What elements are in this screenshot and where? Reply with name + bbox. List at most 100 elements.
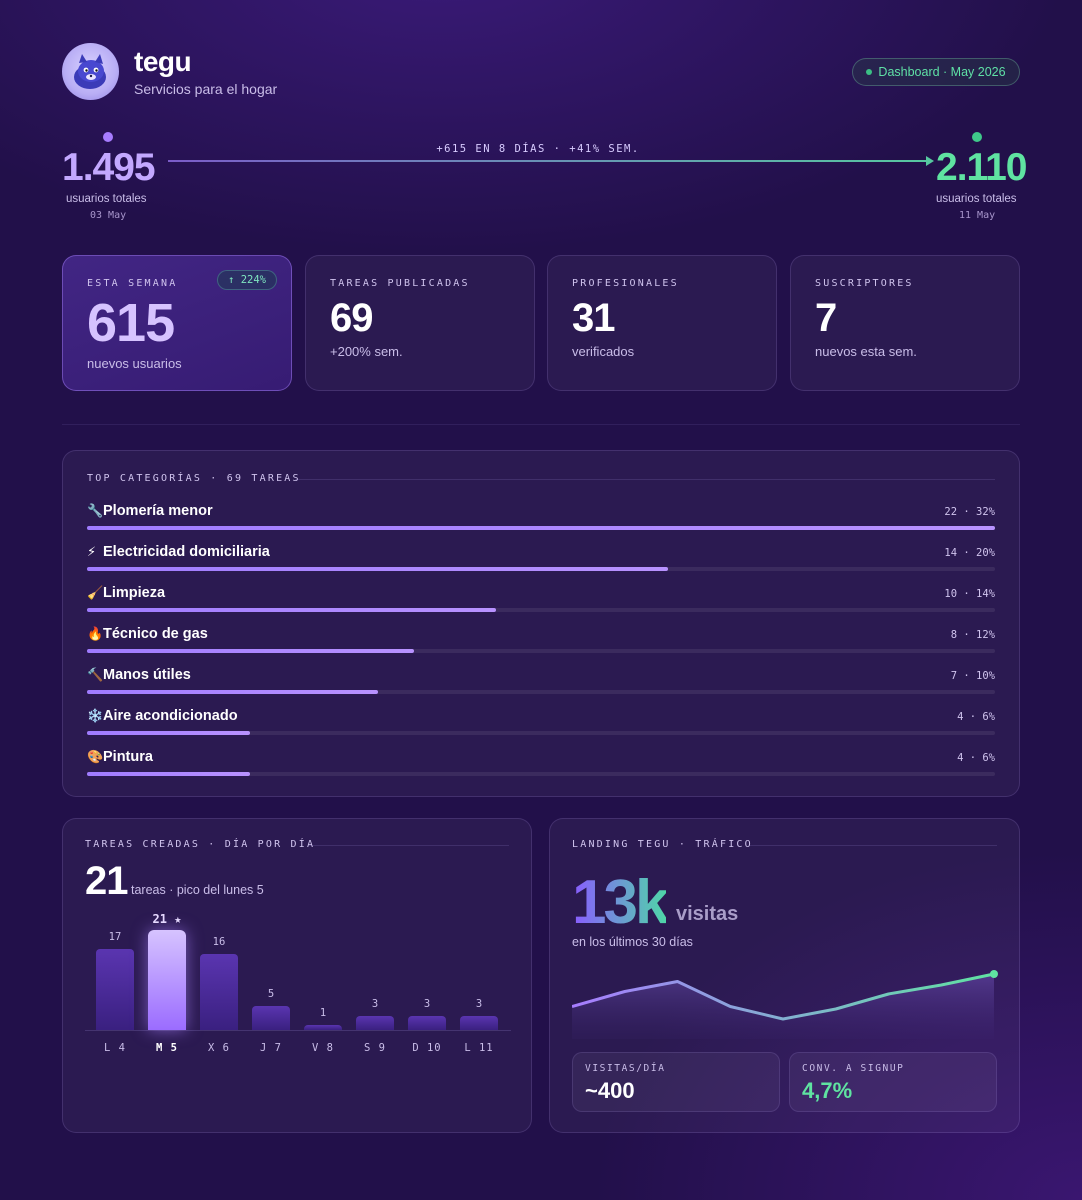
start-users-caption: usuarios totales [66, 193, 147, 205]
growth-line [168, 160, 930, 162]
category-label: Electricidad domiciliaria [103, 544, 270, 560]
bar-day-label: X 6 [208, 1042, 230, 1054]
bar-l-11 [460, 1016, 498, 1030]
category-label: Técnico de gas [103, 626, 208, 642]
category-row: 🧹Limpieza 10 · 14% [87, 585, 995, 621]
bar-value-label: 1 [319, 1007, 327, 1019]
category-name: ⚡ Electricidad domiciliaria [87, 544, 270, 560]
category-value: 4 · 6% [957, 752, 995, 764]
bar-s-9 [356, 1016, 394, 1030]
category-value: 8 · 12% [950, 629, 995, 641]
traffic-visits-unit: visitas [676, 903, 739, 925]
category-fill [87, 608, 496, 612]
category-fill [87, 649, 414, 653]
brand-subtitle: Servicios para el hogar [134, 81, 278, 97]
category-name: 🔧Plomería menor [87, 503, 213, 519]
categories-title-rule [295, 479, 995, 480]
bar-x-6 [200, 954, 238, 1030]
start-users-value: 1.495 [62, 146, 156, 189]
growth-summary: +615 EN 8 DÍAS · +41% SEM. [436, 143, 640, 155]
category-value: 14 · 20% [944, 547, 995, 559]
category-fill [87, 690, 378, 694]
stat-sub: +200% sem. [330, 344, 403, 359]
traffic-sparkline [572, 970, 998, 1039]
tasks-total: 21 [85, 859, 128, 903]
fire-icon: 🔥 [87, 626, 104, 641]
bar-value-label: 5 [267, 988, 275, 1000]
category-row: ❄️Aire acondicionado 4 · 6% [87, 708, 995, 744]
bar-v-8 [304, 1025, 342, 1030]
tasks-bar-chart: 17 L 4 21 ★ M 5 16 X 6 5 J 7 1 V 8 3 S 9 3 D 10 3 L 11 [85, 909, 511, 1059]
section-divider [62, 424, 1020, 425]
category-fill [87, 772, 251, 776]
stat-card-weekly-users: ESTA SEMANA ↑ 224% 615 nuevos usuarios [62, 255, 292, 391]
stat-sub: nuevos esta sem. [815, 344, 917, 359]
end-users-value: 2.110 [936, 146, 1027, 189]
hammer-icon: 🔨 [87, 667, 104, 682]
dashboard-pill[interactable]: Dashboard · May 2026 [852, 58, 1020, 86]
tasks-title: TAREAS CREADAS · DÍA POR DÍA [85, 839, 316, 850]
dashboard-pill-label: Dashboard · May 2026 [878, 65, 1006, 79]
broom-icon: 🧹 [87, 585, 104, 600]
category-row: 🔧Plomería menor 22 · 32% [87, 503, 995, 539]
category-label: Aire acondicionado [103, 708, 238, 724]
stat-value: 615 [87, 293, 175, 353]
bar-day-label: D 10 [412, 1042, 442, 1054]
bar-value-label: 17 [108, 931, 122, 943]
category-row: 🔥Técnico de gas 8 · 12% [87, 626, 995, 662]
mini-label: CONV. A SIGNUP [802, 1063, 905, 1074]
category-label: Pintura [103, 749, 153, 765]
end-users-caption: usuarios totales [936, 193, 1017, 205]
traffic-visits-value: 13k [572, 868, 669, 937]
tasks-subtitle: tareas · pico del lunes 5 [131, 883, 264, 897]
category-label: Plomería menor [103, 503, 213, 519]
end-date: 11 May [959, 210, 996, 221]
top-categories-card: TOP CATEGORÍAS · 69 TAREAS 🔧Plomería men… [62, 450, 1020, 797]
category-track [87, 649, 995, 653]
growth-badge: ↑ 224% [217, 270, 277, 290]
palette-icon: 🎨 [87, 749, 104, 764]
stat-sub: nuevos usuarios [87, 356, 182, 371]
stat-sub: verificados [572, 344, 635, 359]
category-fill [87, 731, 251, 735]
traffic-title-rule [750, 845, 997, 846]
stat-card-subscribers: SUSCRIPTORES 7 nuevos esta sem. [790, 255, 1020, 391]
sparkline-area [572, 974, 994, 1039]
chart-baseline [85, 1030, 511, 1031]
category-name: 🧹Limpieza [87, 585, 165, 601]
traffic-subtitle: en los últimos 30 días [572, 935, 693, 949]
snowflake-icon: ❄️ [87, 708, 104, 723]
start-date: 03 May [90, 210, 127, 221]
stat-label: PROFESIONALES [572, 278, 679, 289]
start-marker-dot [103, 132, 113, 142]
bar-m-5 [148, 930, 186, 1030]
traffic-card: LANDING TEGU · TRÁFICO 13k visitas en lo… [549, 818, 1020, 1133]
bar-day-label: M 5 [156, 1042, 178, 1054]
category-row: 🔨Manos útiles 7 · 10% [87, 667, 995, 703]
stat-card-tasks: TAREAS PUBLICADAS 69 +200% sem. [305, 255, 535, 391]
category-track [87, 567, 995, 571]
tasks-title-rule [308, 845, 509, 846]
category-label: Manos útiles [103, 667, 191, 683]
wrench-icon: 🔧 [87, 503, 104, 518]
category-name: 🔨Manos útiles [87, 667, 191, 683]
category-value: 7 · 10% [950, 670, 995, 682]
stat-value: 31 [572, 296, 615, 340]
bar-d-10 [408, 1016, 446, 1030]
category-fill [87, 526, 995, 530]
status-dot-icon [866, 69, 873, 75]
bar-value-label: 21 ★ [152, 912, 182, 926]
bar-j-7 [252, 1006, 290, 1030]
category-track [87, 526, 995, 530]
arrow-right-icon [926, 156, 934, 166]
bar-value-label: 3 [475, 998, 483, 1010]
tegu-logo [62, 43, 119, 100]
stat-value: 69 [330, 296, 373, 340]
category-value: 4 · 6% [957, 711, 995, 723]
categories-title: TOP CATEGORÍAS · 69 TAREAS [87, 473, 301, 484]
bar-day-label: L 4 [104, 1042, 126, 1054]
end-marker-dot [972, 132, 982, 142]
bar-value-label: 3 [423, 998, 431, 1010]
stat-value: 7 [815, 296, 837, 340]
bar-day-label: J 7 [260, 1042, 282, 1054]
